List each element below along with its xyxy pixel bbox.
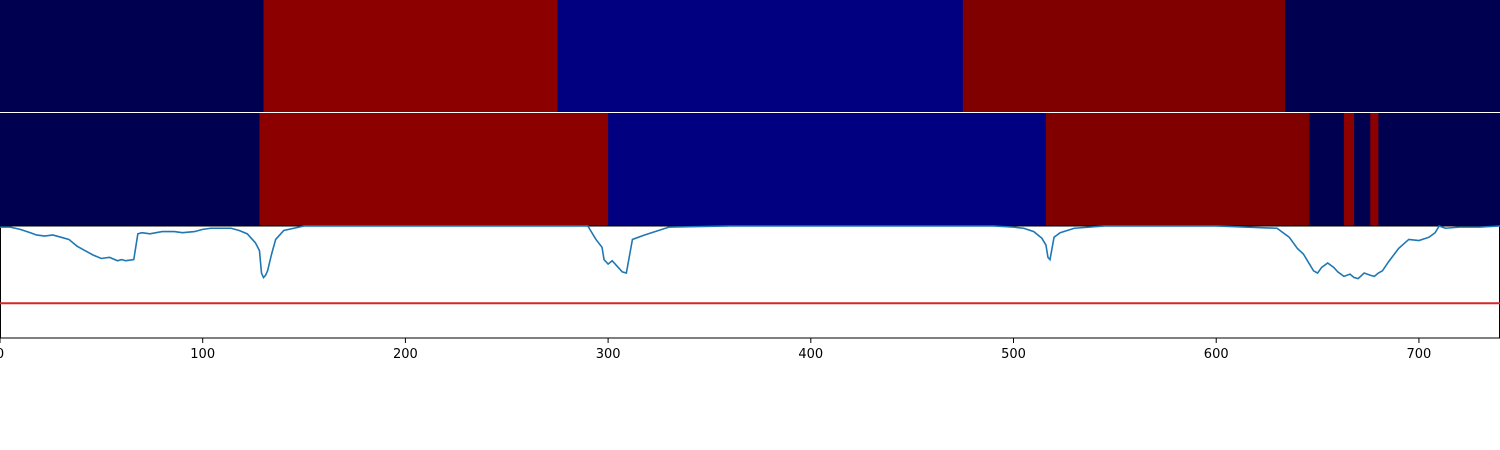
segmentation-band-2-segment-2 bbox=[608, 113, 1047, 226]
segmentation-band-2-segment-1 bbox=[259, 113, 609, 226]
signal-panel-frame bbox=[0, 225, 1500, 339]
segmentation-band-1-segment-0 bbox=[0, 0, 265, 112]
signal-line bbox=[0, 225, 1500, 280]
x-axis: 0 100 200 300 400 500 600 700 bbox=[0, 338, 1431, 362]
x-tick-label-500: 500 bbox=[1001, 347, 1026, 362]
segmentation-band-2 bbox=[0, 113, 1500, 226]
segmentation-band-2-segment-3 bbox=[1045, 113, 1310, 226]
segmentation-band-2-segment-6 bbox=[1354, 113, 1371, 226]
segmentation-band-1-segment-2 bbox=[557, 0, 964, 112]
segmentation-band-2-segment-4 bbox=[1309, 113, 1345, 226]
segmentation-band-2-segment-8 bbox=[1378, 113, 1500, 226]
segmentation-band-2-segment-0 bbox=[0, 113, 260, 226]
segmentation-band-1 bbox=[0, 0, 1500, 112]
x-tick-label-600: 600 bbox=[1204, 347, 1229, 362]
x-tick-label-0: 0 bbox=[0, 347, 4, 362]
segmentation-band-1-segment-3 bbox=[962, 0, 1286, 112]
signal-panel bbox=[0, 225, 1500, 339]
segmentation-band-2-segment-7 bbox=[1370, 113, 1379, 226]
segmentation-band-2-segment-5 bbox=[1343, 113, 1355, 226]
x-tick-label-300: 300 bbox=[596, 347, 621, 362]
segmentation-band-1-segment-1 bbox=[263, 0, 558, 112]
x-tick-label-400: 400 bbox=[798, 347, 823, 362]
segmentation-band-1-segment-4 bbox=[1285, 0, 1500, 112]
x-tick-label-700: 700 bbox=[1407, 347, 1432, 362]
x-tick-label-200: 200 bbox=[393, 347, 418, 362]
x-tick-label-100: 100 bbox=[190, 347, 215, 362]
